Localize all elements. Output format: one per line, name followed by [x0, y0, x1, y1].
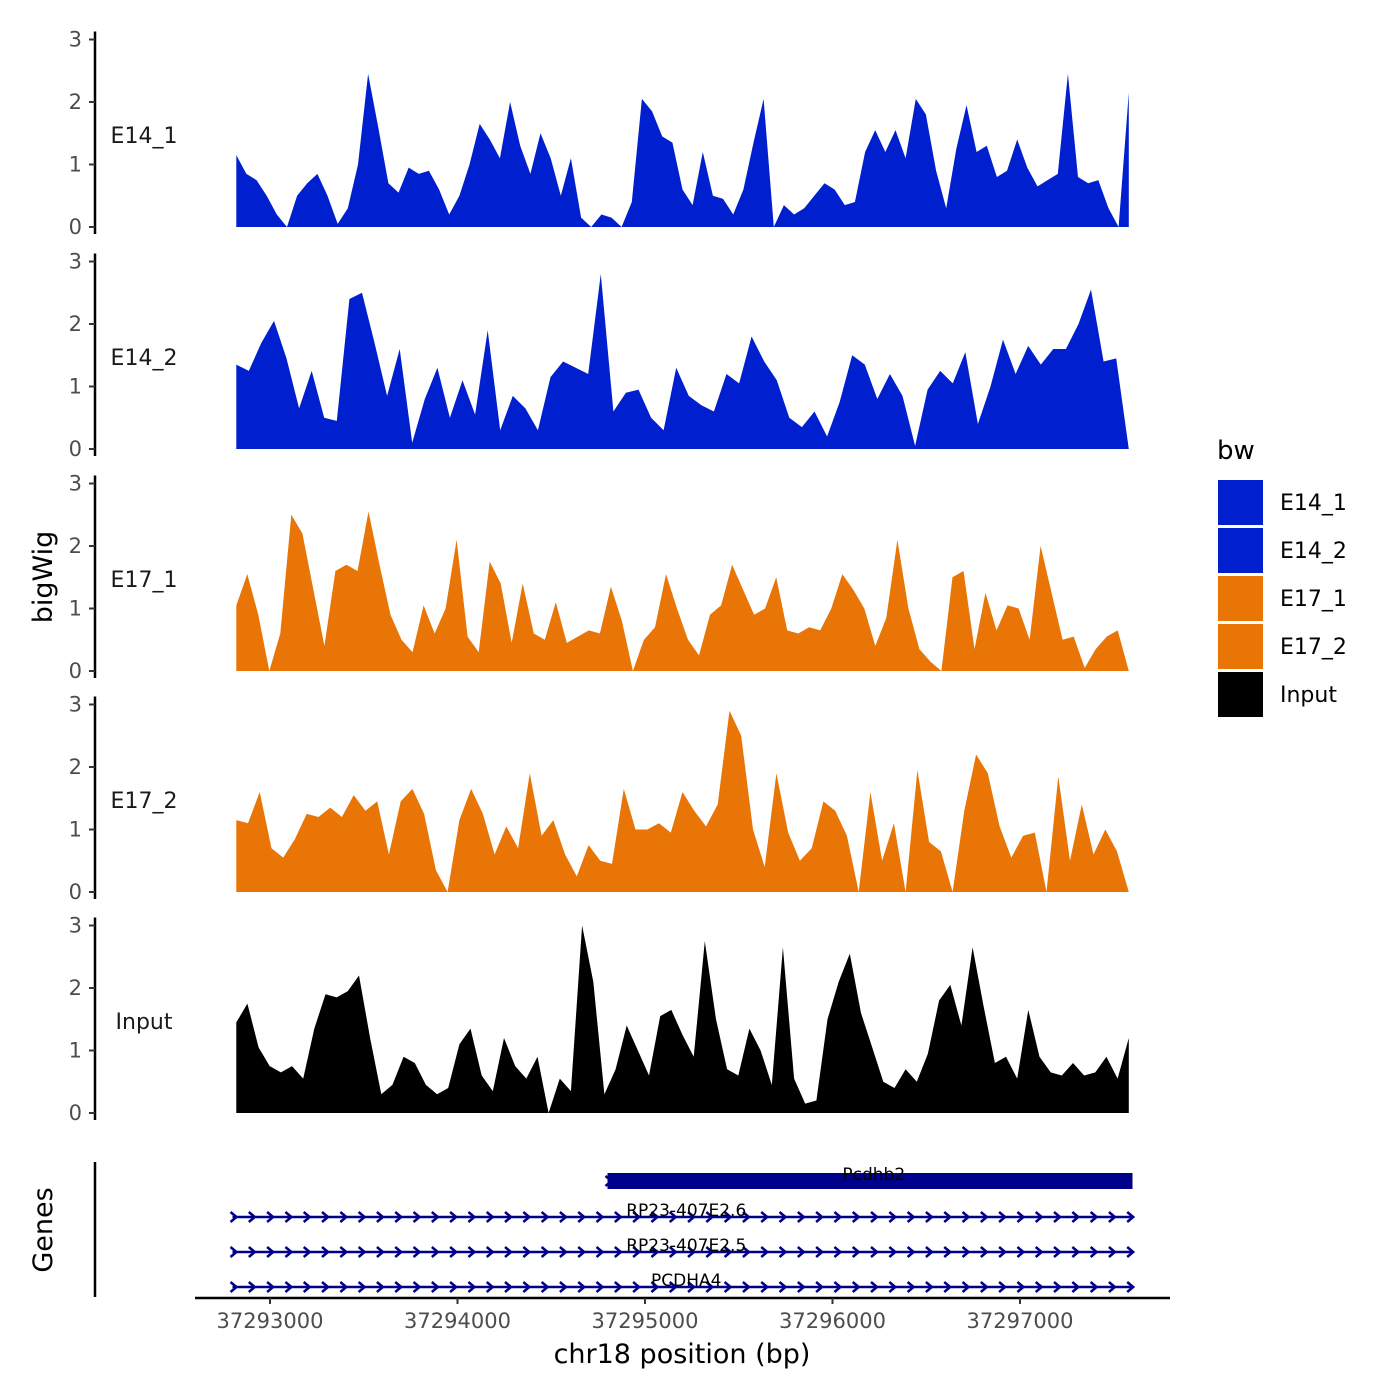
y-tick-label: 0 — [69, 215, 82, 239]
y-tick-label: 2 — [69, 90, 82, 114]
legend-item-e14-2: E14_2 — [1218, 528, 1347, 573]
track-e14-2: 0 1 2 3 E14_2 — [69, 250, 1129, 461]
y-tick-label: 0 — [69, 1101, 82, 1125]
gene-strand-arrows — [229, 1246, 1136, 1258]
legend-item-e17-2: E17_2 — [1218, 624, 1347, 669]
track-e17-1: 0 1 2 3 E17_1 — [69, 472, 1129, 683]
x-axis: 37293000 37294000 37295000 37296000 37297000 — [195, 1296, 1170, 1333]
track-label: E14_2 — [111, 346, 178, 371]
legend-label: E17_1 — [1280, 587, 1347, 612]
y-tick-label: 2 — [69, 976, 82, 1000]
y-tick-label: 3 — [69, 693, 82, 717]
gene-strand-arrows — [229, 1281, 1136, 1293]
signal-area — [236, 73, 1129, 228]
gene-pcdha4: PCDHA4 — [229, 1271, 1136, 1293]
legend-item-input: Input — [1218, 672, 1337, 717]
y-tick-label: 0 — [69, 659, 82, 683]
x-tick-label: 37293000 — [217, 1309, 324, 1333]
gene-rp23-407e2-5: RP23-407E2.5 — [229, 1236, 1136, 1258]
x-tick-label: 37297000 — [967, 1309, 1074, 1333]
y-tick-label: 1 — [69, 375, 82, 399]
legend-swatch — [1218, 480, 1263, 525]
y-axis-title: bigWig — [28, 531, 59, 624]
genes-axis-title: Genes — [28, 1187, 59, 1272]
y-tick-label: 2 — [69, 534, 82, 558]
legend-swatch — [1218, 672, 1263, 717]
track-label: Input — [116, 1010, 173, 1035]
signal-area — [236, 511, 1129, 671]
track-input: 0 1 2 3 Input — [69, 914, 1129, 1125]
legend-swatch — [1218, 528, 1263, 573]
legend-title: bw — [1217, 436, 1255, 466]
gene-pcdhb2: Pcdhb2 — [604, 1165, 1133, 1189]
x-axis-title: chr18 position (bp) — [554, 1339, 811, 1370]
gene-exon — [607, 1173, 1133, 1189]
gene-label: PCDHA4 — [651, 1271, 721, 1291]
gene-strand-arrows — [604, 1175, 1126, 1187]
legend-label: Input — [1280, 683, 1337, 708]
gene-strand-arrows — [229, 1211, 1136, 1223]
y-tick-label: 1 — [69, 818, 82, 842]
gene-track: Pcdhb2 RP23-407E2.6 RP23-407E2.5 PCDHA4 — [93, 1162, 1136, 1297]
y-tick-label: 3 — [69, 914, 82, 938]
x-tick-label: 37295000 — [592, 1309, 699, 1333]
y-tick-label: 1 — [69, 1039, 82, 1063]
gene-label: RP23-407E2.6 — [626, 1201, 746, 1221]
legend-label: E17_2 — [1280, 635, 1347, 660]
track-label: E17_2 — [111, 789, 178, 814]
legend-swatch — [1218, 576, 1263, 621]
x-tick-label: 37296000 — [779, 1309, 886, 1333]
track-label: E14_1 — [111, 124, 178, 149]
track-e17-2: 0 1 2 3 E17_2 — [69, 693, 1129, 904]
y-tick-label: 0 — [69, 880, 82, 904]
signal-tracks: 0 1 2 3 E14_1 0 1 2 3 E14_2 0 1 2 3 E17_1 0 1 2 3 E17_2 0 1 2 3… — [69, 28, 1129, 1125]
legend-label: E14_2 — [1280, 539, 1347, 564]
legend-label: E14_1 — [1280, 491, 1347, 516]
signal-area — [236, 925, 1129, 1113]
gene-label: RP23-407E2.5 — [626, 1236, 746, 1256]
y-tick-label: 1 — [69, 597, 82, 621]
y-tick-label: 0 — [69, 437, 82, 461]
legend-swatch — [1218, 624, 1263, 669]
y-tick-label: 2 — [69, 755, 82, 779]
y-tick-label: 3 — [69, 472, 82, 496]
y-tick-label: 3 — [69, 28, 82, 52]
y-tick-label: 1 — [69, 153, 82, 177]
legend-item-e14-1: E14_1 — [1218, 480, 1347, 525]
gene-label: Pcdhb2 — [842, 1165, 905, 1185]
track-label: E17_1 — [111, 568, 178, 593]
gene-rp23-407e2-6: RP23-407E2.6 — [229, 1201, 1136, 1223]
track-e14-1: 0 1 2 3 E14_1 — [69, 28, 1129, 239]
y-tick-label: 3 — [69, 250, 82, 274]
x-tick-label: 37294000 — [404, 1309, 511, 1333]
y-tick-label: 2 — [69, 312, 82, 336]
signal-area — [236, 274, 1129, 449]
legend-item-e17-1: E17_1 — [1218, 576, 1347, 621]
legend: bw E14_1 E14_2 E17_1 E17_2 Input — [1217, 436, 1347, 717]
signal-area — [236, 710, 1129, 892]
